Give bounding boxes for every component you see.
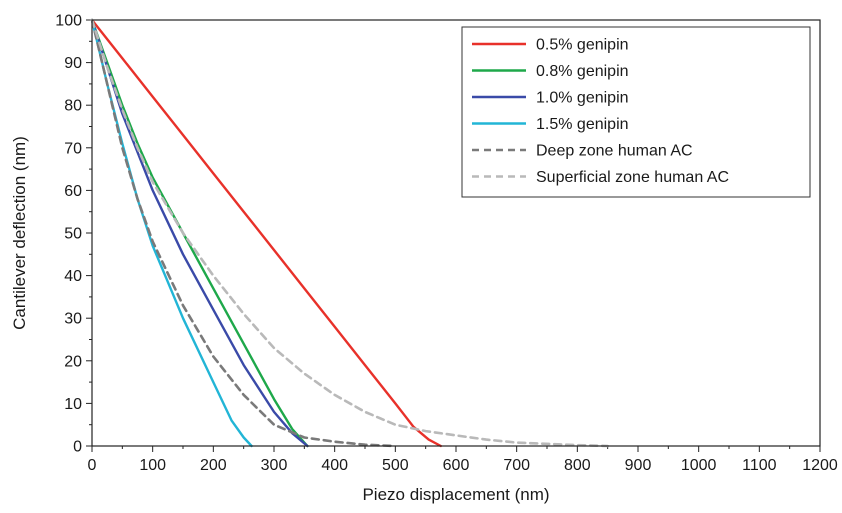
y-tick-label: 40	[64, 268, 82, 285]
legend-label: 0.5% genipin	[536, 37, 629, 54]
y-axis-title: Cantilever deflection (nm)	[10, 136, 29, 330]
series-line-2	[90, 18, 309, 448]
series-line-1	[90, 18, 442, 448]
x-tick-label: 800	[564, 457, 591, 474]
y-tick-label: 50	[64, 226, 82, 243]
legend-label: 1.0% genipin	[536, 90, 629, 107]
x-tick-label: 400	[321, 457, 348, 474]
series-layer	[90, 18, 609, 448]
legend-label: Superficial zone human AC	[536, 169, 729, 186]
series-line-6	[90, 18, 609, 448]
axes: 0 100 200 300 400 500 600 700 800 900 1000 1100 1200…	[55, 13, 838, 475]
plot-frame	[91, 19, 821, 447]
x-tick-label: 0	[88, 457, 97, 474]
y-tick-label: 60	[64, 183, 82, 200]
series-line-5	[90, 18, 397, 448]
legend-label: 1.5% genipin	[536, 116, 629, 133]
x-tick-label: 600	[443, 457, 470, 474]
x-tick-label: 300	[261, 457, 288, 474]
y-tick-label: 30	[64, 311, 82, 328]
x-tick-label: 900	[625, 457, 652, 474]
x-tick-label: 1200	[802, 457, 838, 474]
series-line-3	[90, 18, 309, 448]
legend-label: Deep zone human AC	[536, 143, 693, 160]
legend-label: 0.8% genipin	[536, 63, 629, 80]
y-tick-label: 20	[64, 353, 82, 370]
x-tick-label: 200	[200, 457, 227, 474]
legend: 0.5% genipin 0.8% genipin 1.0% genipin 1.5%…	[461, 26, 811, 198]
x-tick-label: 700	[503, 457, 530, 474]
y-tick-label: 10	[64, 396, 82, 413]
x-tick-label: 1000	[681, 457, 717, 474]
x-tick-label: 1100	[742, 457, 777, 474]
y-tick-label: 0	[73, 439, 82, 456]
x-tick-label: 100	[139, 457, 166, 474]
x-axis-title: Piezo displacement (nm)	[362, 485, 549, 504]
y-tick-label: 70	[64, 140, 82, 157]
x-tick-label: 500	[382, 457, 409, 474]
y-tick-label: 90	[64, 55, 82, 72]
legend-box	[461, 26, 811, 198]
y-tick-label: 80	[64, 98, 82, 115]
y-tick-label: 100	[55, 13, 82, 30]
